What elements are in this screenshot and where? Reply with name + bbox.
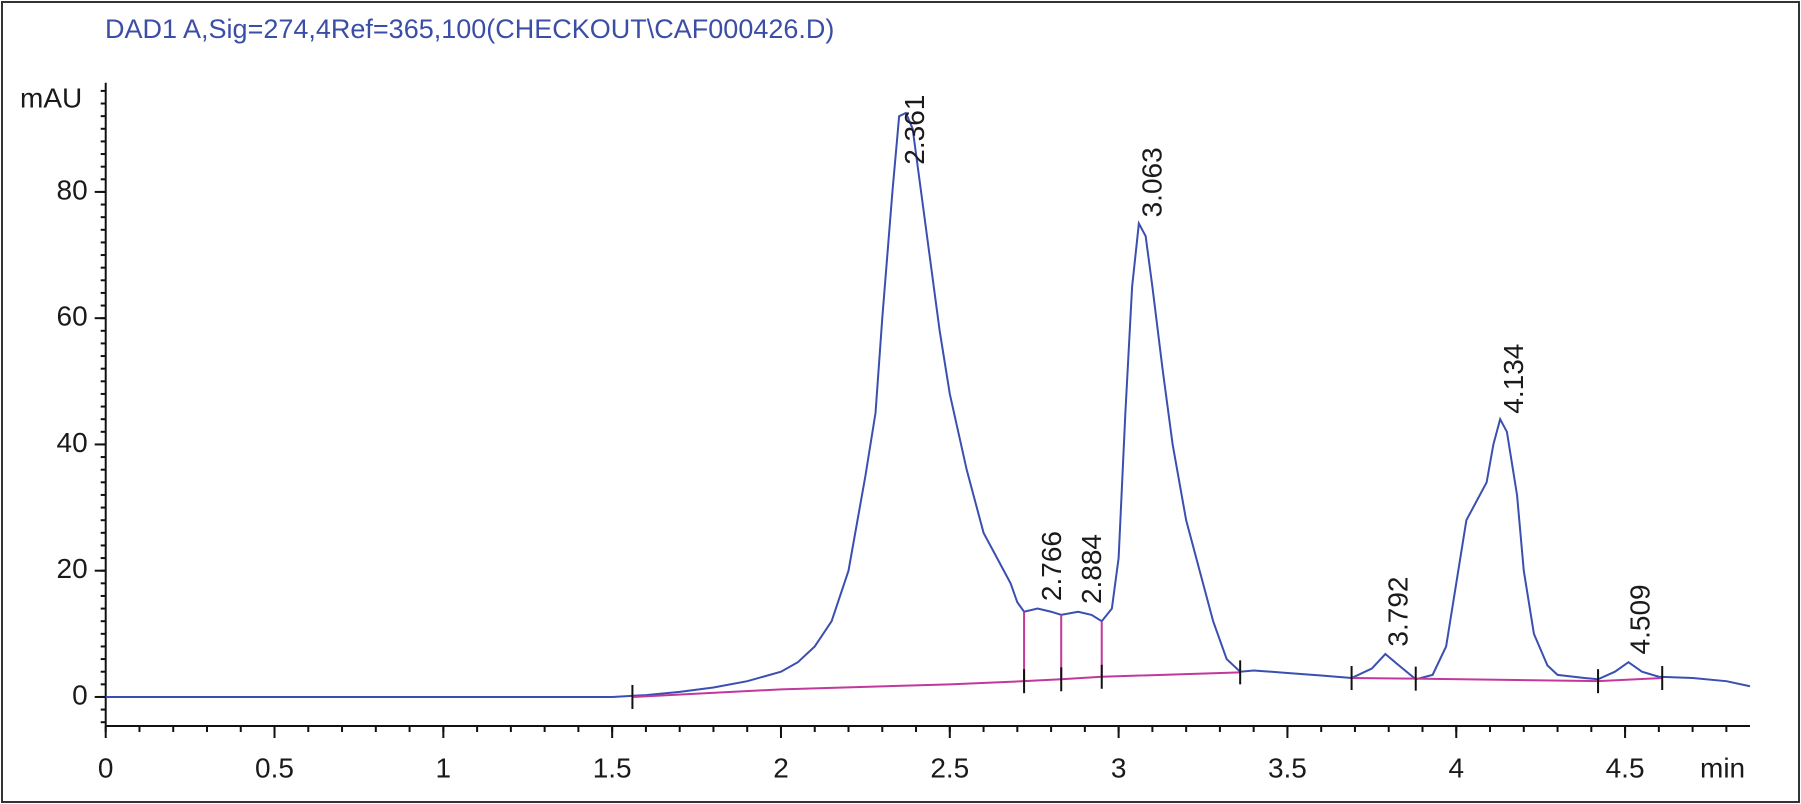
x-tick-label: 3.5: [1268, 752, 1307, 783]
x-tick-label: 0.5: [255, 752, 294, 783]
y-tick-label: 0: [72, 679, 88, 710]
peak-label: 3.792: [1382, 577, 1413, 647]
x-tick-label: 4.5: [1606, 752, 1645, 783]
y-tick-label: 80: [57, 174, 88, 205]
x-tick-label: 2: [773, 752, 789, 783]
peak-label: 4.509: [1625, 584, 1656, 654]
x-axis-label: min: [1700, 752, 1745, 783]
peak-label: 2.766: [1036, 531, 1067, 601]
x-tick-label: 1.5: [593, 752, 632, 783]
peak-label: 4.134: [1498, 344, 1529, 414]
y-tick-label: 20: [57, 553, 88, 584]
peak-label: 3.063: [1136, 147, 1167, 217]
x-tick-label: 4: [1448, 752, 1464, 783]
y-axis-label: mAU: [20, 82, 82, 113]
y-tick-label: 40: [57, 427, 88, 458]
chart-title: DAD1 A,Sig=274,4Ref=365,100(CHECKOUT\CAF…: [105, 14, 834, 44]
signal-line: [105, 111, 1751, 698]
x-tick-label: 1: [436, 752, 452, 783]
x-tick-label: 3: [1111, 752, 1127, 783]
x-tick-label: 2.5: [930, 752, 969, 783]
peak-label: 2.361: [899, 95, 930, 165]
peak-label: 2.884: [1076, 534, 1107, 604]
x-tick-label: 0: [98, 752, 114, 783]
y-tick-label: 60: [57, 301, 88, 332]
baseline-line: [632, 671, 1663, 698]
